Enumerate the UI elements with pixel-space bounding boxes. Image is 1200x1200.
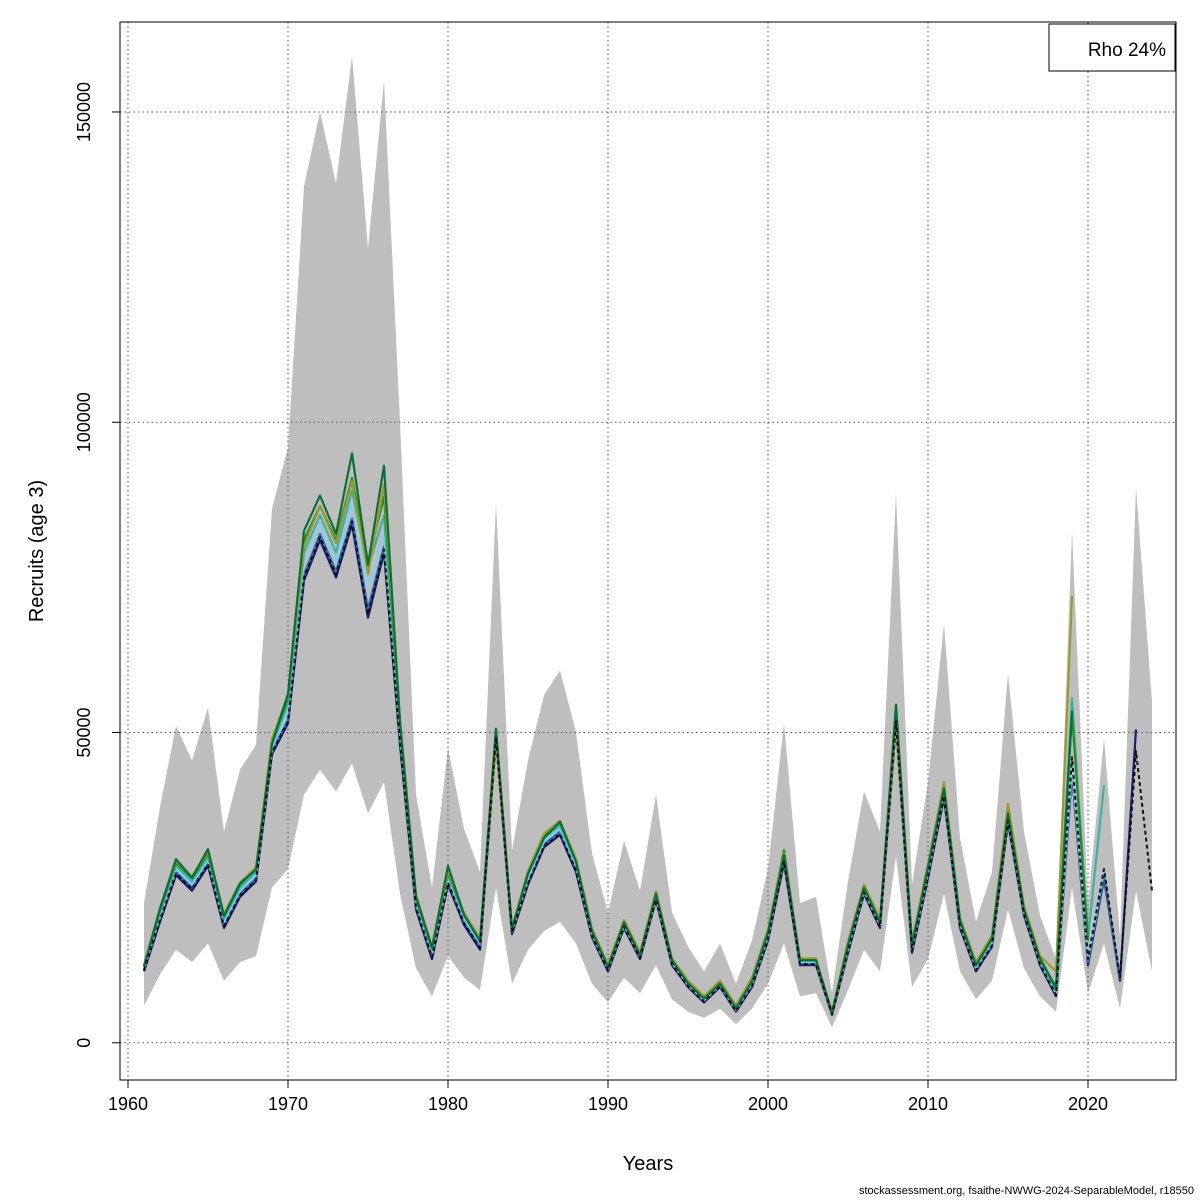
y-tick-label: 150000 (74, 82, 94, 142)
legend-box (1048, 23, 1176, 72)
x-tick-label: 2020 (1068, 1094, 1108, 1114)
series-line-7 (142, 452, 1074, 1015)
y-axis-title: Recruits (age 3) (26, 480, 48, 622)
x-tick-label: 1970 (268, 1094, 308, 1114)
y-axis: 0 50000 100000 150000 (74, 82, 121, 1048)
legend: Rho 24% (1048, 23, 1176, 72)
source-footer: stockassessment.org, fsaithe-NWWG-2024-S… (858, 1185, 1194, 1197)
series-line-8 (143, 520, 1153, 1016)
x-tick-label: 1980 (428, 1094, 468, 1114)
grid-layer (120, 22, 1176, 1080)
x-tick-label: 2000 (748, 1094, 788, 1114)
x-axis: 1960 1970 1980 1990 2000 2010 2020 (108, 1079, 1108, 1114)
y-tick-label: 50000 (74, 707, 94, 757)
y-tick-label: 0 (74, 1038, 94, 1048)
series-layer (142, 452, 1153, 1016)
x-tick-label: 1960 (108, 1094, 148, 1114)
y-tick-label: 100000 (74, 392, 94, 452)
legend-label: Rho 24% (1088, 40, 1166, 61)
x-tick-label: 2010 (908, 1094, 948, 1114)
x-axis-title: Years (623, 1153, 673, 1175)
x-tick-label: 1990 (588, 1094, 628, 1114)
